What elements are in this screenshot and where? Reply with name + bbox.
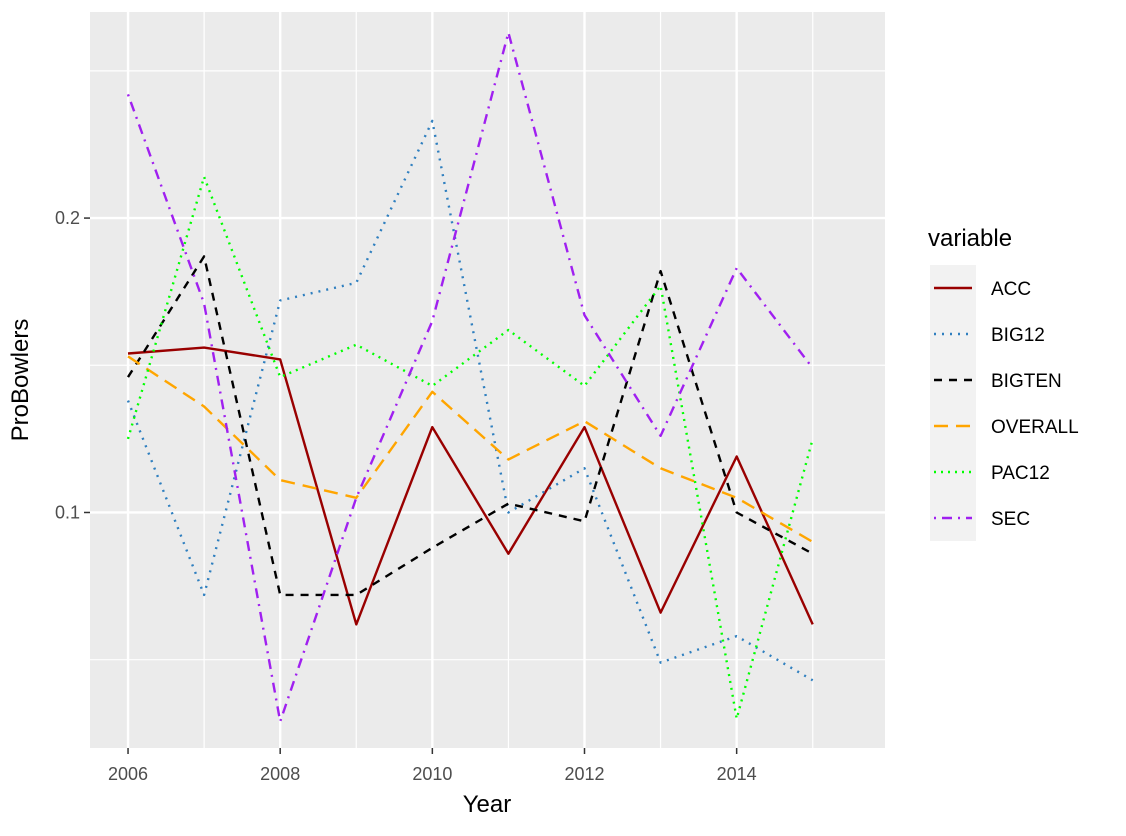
x-tick-label: 2012 (564, 764, 604, 784)
legend-label-bigten: BIGTEN (991, 371, 1062, 392)
series-line-sec (126, 31, 814, 723)
series-line-overall (127, 355, 814, 543)
legend-label-big12: BIG12 (991, 325, 1045, 346)
x-axis: 2006 2008 2010 2012 2014 (108, 748, 757, 784)
y-tick-label: 0.1 (55, 502, 80, 522)
x-tick-label: 2010 (412, 764, 452, 784)
x-tick-label: 2008 (260, 764, 300, 784)
series-line-acc (127, 346, 814, 626)
legend-label-acc: ACC (991, 279, 1031, 300)
y-axis: 0.1 0.2 (55, 208, 90, 522)
panel-background (90, 12, 885, 748)
x-axis-title: Year (463, 791, 512, 818)
grid-minor (90, 12, 885, 748)
grid-major (90, 12, 885, 748)
series-line-big12 (126, 119, 814, 682)
legend-label-pac12: PAC12 (991, 463, 1050, 484)
legend-label-sec: SEC (991, 509, 1030, 530)
series-lines (126, 31, 814, 723)
legend: variable ACC BIG12 BIGTEN OVERALL PAC12 SEC (928, 225, 1079, 541)
y-tick-label: 0.2 (55, 208, 80, 228)
x-tick-label: 2006 (108, 764, 148, 784)
series-line-bigten (126, 255, 814, 597)
series-line-pac12 (126, 175, 814, 720)
legend-title: variable (928, 225, 1012, 252)
legend-label-overall: OVERALL (991, 417, 1079, 438)
y-axis-title: ProBowlers (7, 319, 34, 442)
x-tick-label: 2014 (717, 764, 757, 784)
legend-keys-background (930, 265, 976, 541)
